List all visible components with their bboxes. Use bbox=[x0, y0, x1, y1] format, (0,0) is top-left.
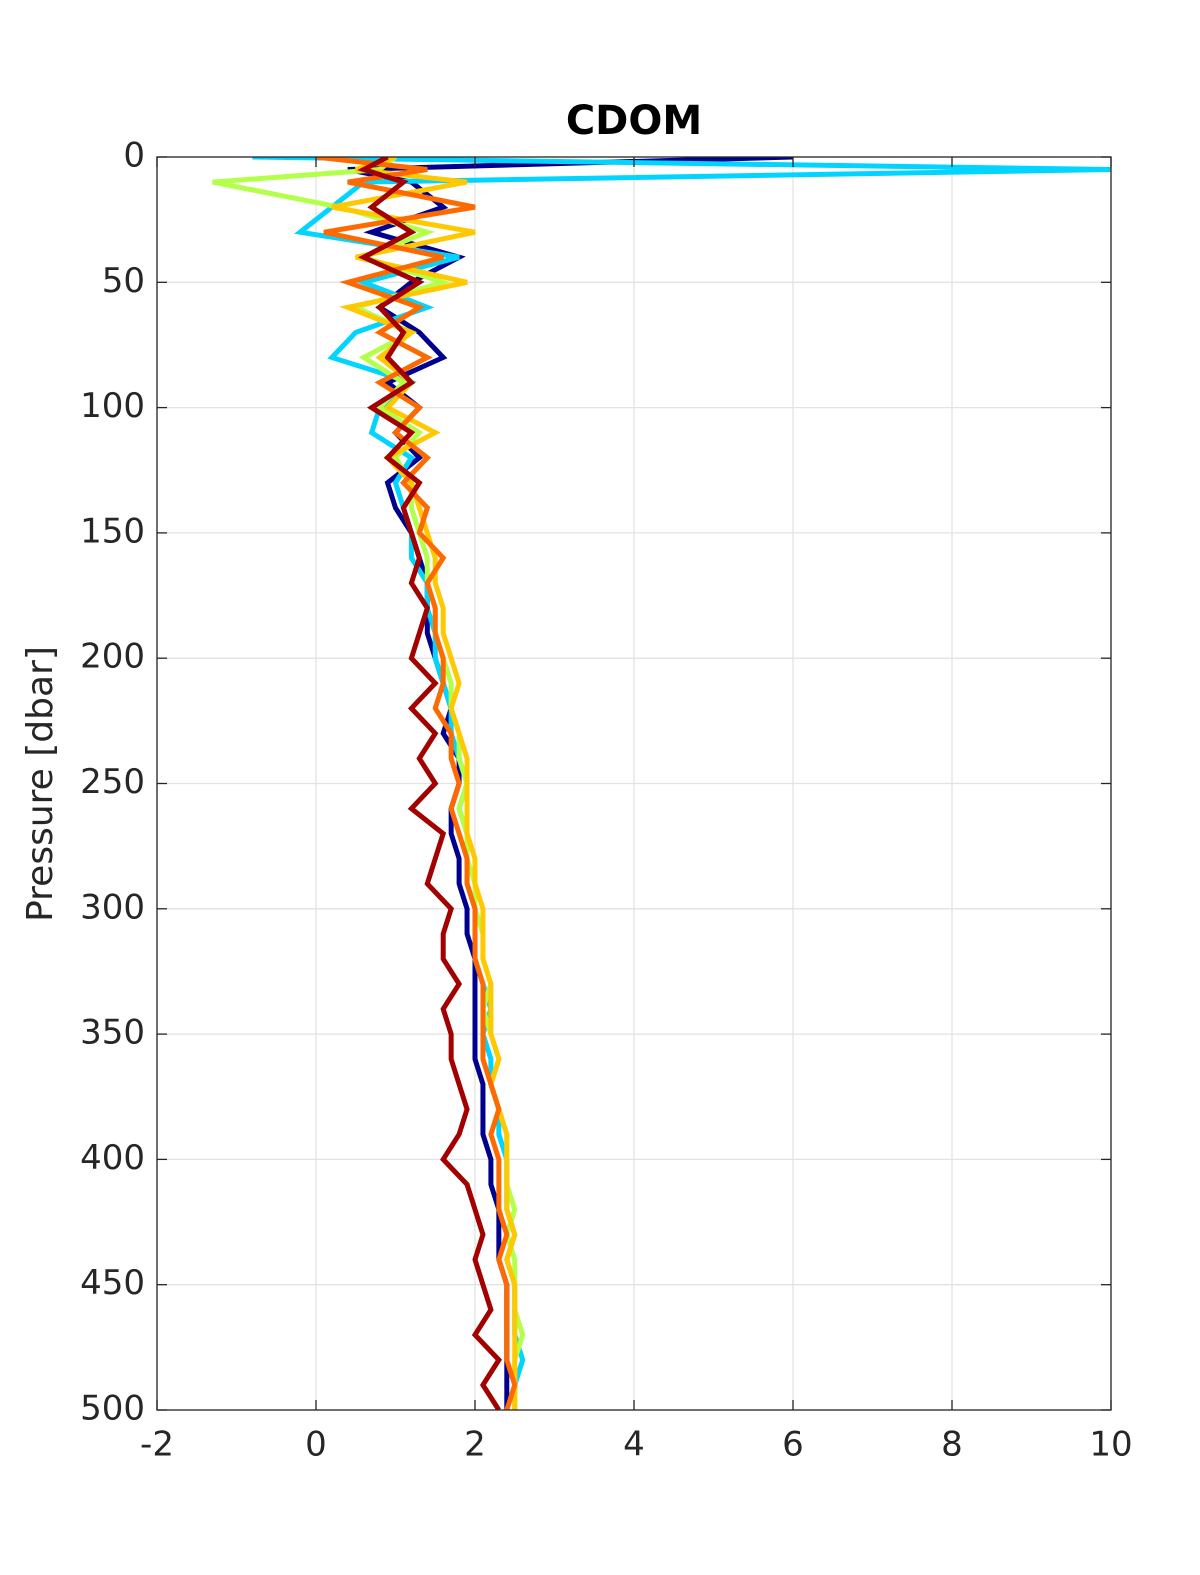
profile-line bbox=[347, 157, 794, 1410]
lines bbox=[212, 157, 1111, 1410]
x-tick-label: 4 bbox=[623, 1425, 645, 1465]
y-tick-label: 350 bbox=[80, 1013, 145, 1053]
x-tick-label: 8 bbox=[941, 1425, 963, 1465]
profile-line bbox=[315, 157, 518, 1410]
x-tick-label: 10 bbox=[1089, 1425, 1132, 1465]
x-tick-label: -2 bbox=[140, 1425, 174, 1465]
axes-box bbox=[156, 156, 1112, 1411]
y-tick-label: 450 bbox=[80, 1263, 145, 1303]
x-tick-label: 0 bbox=[305, 1425, 327, 1465]
y-tick-label: 250 bbox=[80, 762, 145, 802]
y-tick-label: 200 bbox=[80, 637, 145, 677]
chart-title: CDOM bbox=[566, 98, 702, 144]
profile-line bbox=[357, 157, 503, 1410]
profile-line bbox=[212, 157, 526, 1410]
y-tick-label: 150 bbox=[80, 511, 145, 551]
y-tick-label: 500 bbox=[80, 1389, 145, 1429]
x-tick-label: 2 bbox=[464, 1425, 486, 1465]
y-tick-label: 100 bbox=[80, 386, 145, 426]
y-tick-label: 300 bbox=[80, 887, 145, 927]
y-axis-label: Pressure [dbar] bbox=[20, 646, 61, 922]
y-tick-label: 50 bbox=[102, 261, 145, 301]
y-tick-label: 400 bbox=[80, 1138, 145, 1178]
y-tick-label: 0 bbox=[123, 136, 145, 176]
x-tick-label: 6 bbox=[782, 1425, 804, 1465]
